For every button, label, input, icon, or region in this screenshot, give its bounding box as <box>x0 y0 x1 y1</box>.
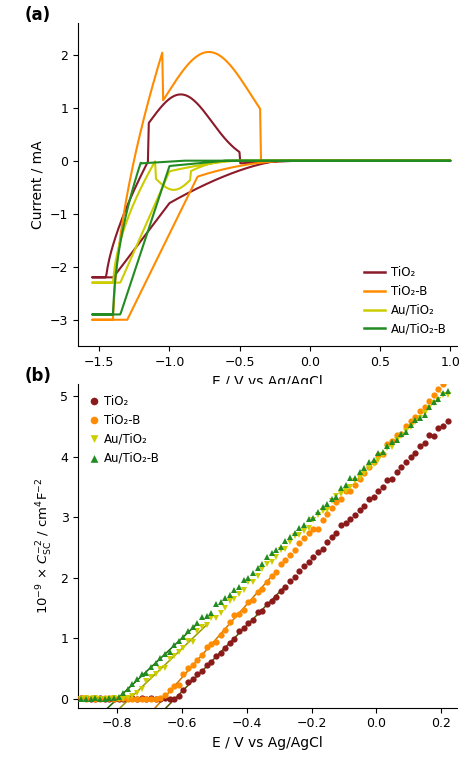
Text: (b): (b) <box>25 367 52 385</box>
Legend: TiO₂, TiO₂-B, Au/TiO₂, Au/TiO₂-B: TiO₂, TiO₂-B, Au/TiO₂, Au/TiO₂-B <box>359 261 452 340</box>
Y-axis label: $10^{-9}$ × $C_{\rm SC}^{-2}$ / cm$^4$F$^{-2}$: $10^{-9}$ × $C_{\rm SC}^{-2}$ / cm$^4$F$… <box>35 478 55 614</box>
Y-axis label: Current / mA: Current / mA <box>30 140 45 229</box>
Legend: TiO₂, TiO₂-B, Au/TiO₂, Au/TiO₂-B: TiO₂, TiO₂-B, Au/TiO₂, Au/TiO₂-B <box>84 390 165 470</box>
Text: (a): (a) <box>25 5 51 24</box>
X-axis label: E / V vs Ag/AgCl: E / V vs Ag/AgCl <box>212 736 323 750</box>
X-axis label: E / V vs Ag/AgCl: E / V vs Ag/AgCl <box>212 374 323 389</box>
